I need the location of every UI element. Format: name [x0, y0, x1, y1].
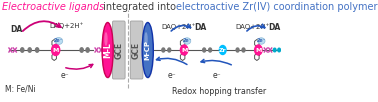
Circle shape [219, 45, 226, 54]
Circle shape [236, 48, 239, 52]
Ellipse shape [258, 38, 265, 44]
Text: 2e⁻: 2e⁻ [257, 38, 266, 43]
Ellipse shape [102, 23, 113, 78]
Circle shape [255, 45, 262, 55]
Circle shape [273, 48, 276, 52]
Text: DAQ+2H⁺: DAQ+2H⁺ [235, 24, 270, 30]
Text: M: Fe/Ni: M: Fe/Ni [5, 85, 36, 94]
Text: Electroactive ligands: Electroactive ligands [2, 2, 104, 12]
Text: DA: DA [268, 23, 281, 32]
Circle shape [278, 48, 280, 52]
Text: M: M [181, 48, 187, 53]
FancyArrowPatch shape [171, 24, 191, 31]
Circle shape [28, 48, 31, 52]
Text: integrated into: integrated into [100, 2, 179, 12]
Text: 2e⁻: 2e⁻ [183, 38, 192, 43]
Text: electroactive Zr(IV) coordination polymers: electroactive Zr(IV) coordination polyme… [176, 2, 378, 12]
Text: GCE: GCE [132, 41, 141, 59]
Circle shape [36, 48, 39, 52]
Ellipse shape [54, 38, 63, 44]
Text: DAQ+2H⁺: DAQ+2H⁺ [50, 23, 84, 29]
Circle shape [242, 48, 245, 52]
Circle shape [180, 45, 188, 55]
Text: DA: DA [10, 26, 22, 34]
Ellipse shape [144, 32, 148, 46]
Ellipse shape [143, 23, 154, 79]
Circle shape [86, 48, 89, 52]
Circle shape [168, 48, 171, 52]
Circle shape [21, 48, 24, 52]
FancyArrowPatch shape [66, 64, 93, 69]
FancyBboxPatch shape [113, 21, 125, 79]
Text: M: M [53, 48, 59, 53]
Text: e⁻: e⁻ [212, 72, 221, 80]
Text: DA: DA [194, 23, 206, 32]
Circle shape [80, 48, 83, 52]
Text: M: M [255, 48, 262, 53]
Text: e⁻: e⁻ [61, 72, 70, 80]
Text: 2e⁻: 2e⁻ [54, 38, 64, 43]
Text: e⁻: e⁻ [168, 72, 177, 80]
Circle shape [51, 44, 60, 55]
Circle shape [203, 48, 206, 52]
Text: Redox hopping transfer: Redox hopping transfer [172, 87, 266, 96]
Circle shape [209, 48, 212, 52]
Ellipse shape [142, 23, 153, 78]
Circle shape [162, 48, 165, 52]
Text: M-CP: M-CP [145, 40, 151, 60]
Text: GCE: GCE [114, 41, 123, 59]
FancyArrowPatch shape [23, 21, 61, 31]
Ellipse shape [103, 23, 114, 79]
FancyBboxPatch shape [130, 21, 143, 79]
Ellipse shape [183, 38, 191, 44]
Text: Zr: Zr [219, 48, 226, 53]
FancyArrowPatch shape [156, 57, 187, 64]
FancyArrowPatch shape [201, 59, 231, 65]
FancyArrowPatch shape [247, 24, 265, 31]
Text: DAQ+2H⁺: DAQ+2H⁺ [161, 24, 195, 30]
Ellipse shape [104, 32, 108, 46]
Text: M-L: M-L [103, 42, 112, 58]
